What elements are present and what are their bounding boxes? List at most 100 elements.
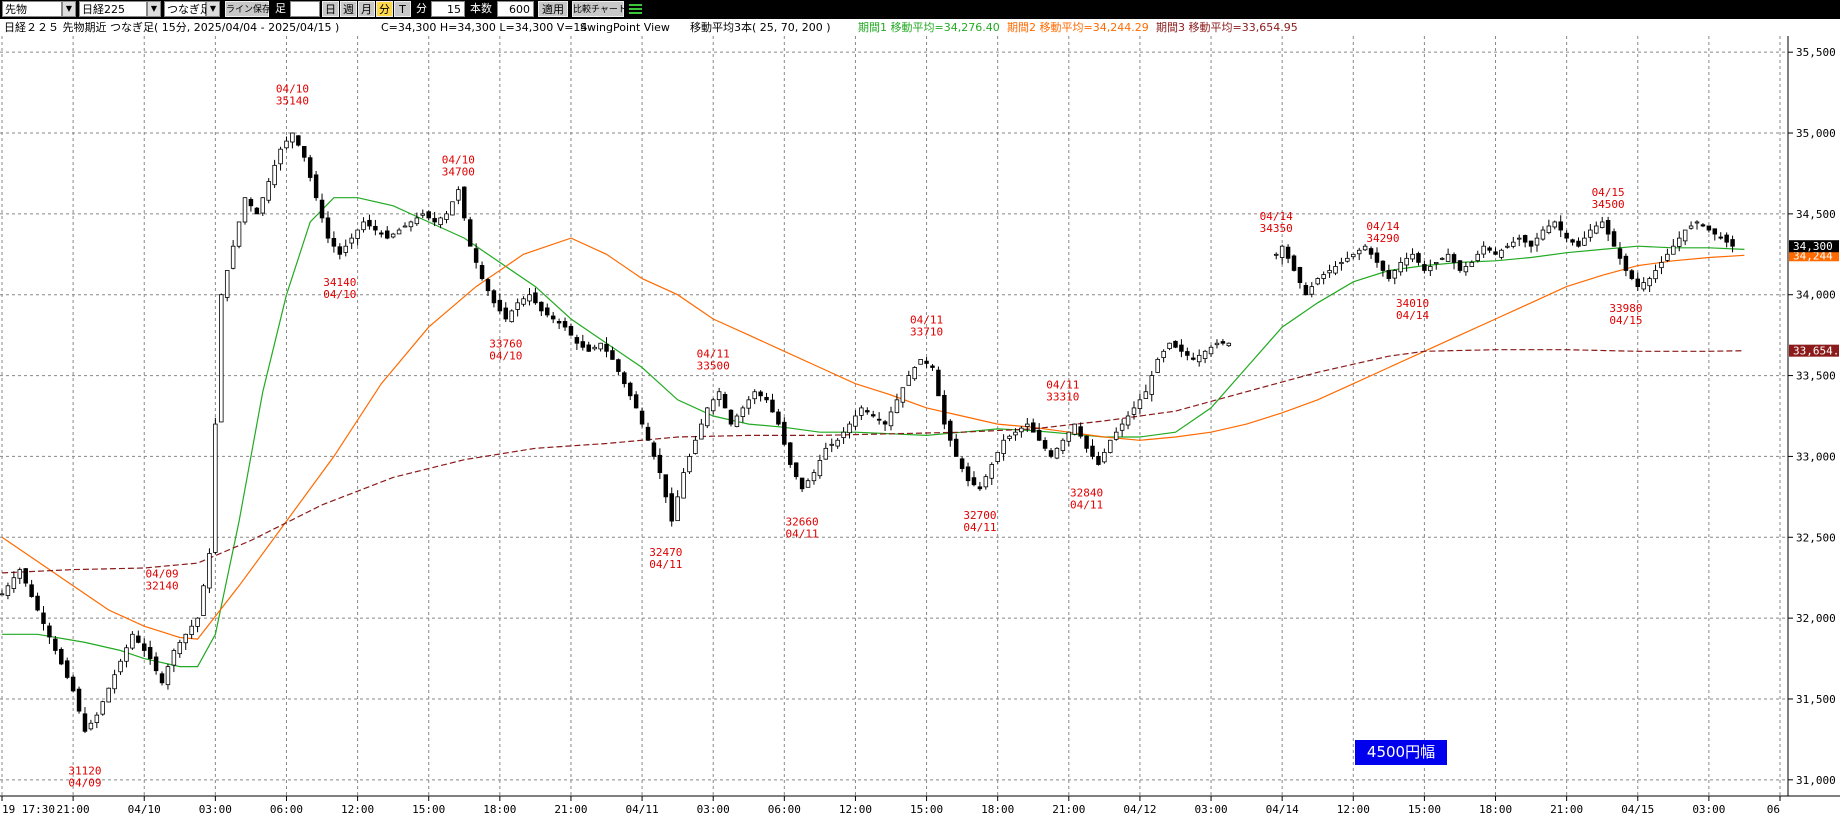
candle-body: [53, 638, 58, 651]
contract-dropdown-icon[interactable]: ▼: [206, 1, 220, 17]
symbol-dropdown-icon[interactable]: ▼: [147, 1, 161, 17]
candle-body: [266, 181, 271, 201]
swing-label-high: 33500: [697, 360, 730, 373]
x-tick-label: 04/12: [1123, 803, 1156, 816]
swing-label-low: 32840: [1070, 486, 1103, 499]
candle-body: [983, 476, 989, 488]
candle-body: [1718, 236, 1723, 239]
candle-body: [331, 237, 337, 247]
candle-body: [94, 714, 100, 723]
candle-body: [1078, 426, 1083, 437]
tf-month-button[interactable]: 月: [358, 1, 375, 17]
swing-label-low: 32470: [649, 546, 682, 559]
candle-body: [1540, 229, 1546, 240]
candle-body: [1025, 423, 1030, 427]
y-tick-label: 32,500: [1796, 531, 1836, 544]
candle-body: [1007, 435, 1012, 439]
candle-body: [1428, 266, 1433, 272]
layers-icon[interactable]: [628, 1, 644, 17]
candle-body: [349, 237, 354, 244]
candle-body: [616, 359, 621, 372]
symbol-select[interactable]: 日経225: [79, 1, 147, 17]
tf-day-button[interactable]: 日: [322, 1, 339, 17]
candle-body: [1196, 354, 1202, 363]
tf-week-button[interactable]: 週: [340, 1, 357, 17]
candle-body: [1629, 270, 1635, 279]
x-tick-label: 21:00: [554, 803, 587, 816]
candle-body: [1031, 422, 1036, 433]
count-input[interactable]: 600: [497, 1, 534, 17]
market-select[interactable]: 先物: [2, 1, 62, 17]
candle-body: [1434, 261, 1439, 265]
swing-label-high: 04/15: [1592, 186, 1625, 199]
candle-body: [746, 399, 751, 409]
tf-tick-button[interactable]: T: [394, 1, 411, 17]
candle-body: [959, 458, 965, 469]
swing-label-low: 31120: [68, 764, 101, 777]
candle-body: [1659, 261, 1664, 269]
x-tick-label: 04/11: [626, 803, 659, 816]
minute-input[interactable]: 15: [431, 1, 465, 17]
candle-body: [224, 270, 230, 298]
x-tick-label: 06:00: [768, 803, 801, 816]
x-tick-label: 04/15: [1621, 803, 1654, 816]
candle-body: [396, 229, 402, 235]
candle-body: [479, 265, 485, 279]
candle-body: [361, 221, 366, 231]
y-tick-label: 34,500: [1796, 208, 1836, 221]
candle-body: [47, 625, 52, 638]
ma1-readout: 期間1 移動平均=34,276.40: [858, 21, 1000, 34]
candle-body: [1048, 450, 1054, 457]
candle-body: [1582, 237, 1587, 246]
candle-body: [1131, 407, 1137, 415]
candle-body: [1060, 439, 1066, 451]
candle-body: [1528, 240, 1534, 247]
swing-label-low: 04/11: [1070, 498, 1103, 511]
candle-body: [1143, 391, 1149, 399]
candle-body: [539, 301, 544, 312]
price-chart[interactable]: 3112004/0904/093214004/10351403414004/10…: [0, 36, 1840, 825]
candle-body: [23, 568, 28, 584]
candle-body: [379, 232, 384, 235]
candle-body: [136, 635, 141, 643]
candle-body: [467, 219, 473, 247]
swing-label-low: 34010: [1396, 297, 1429, 310]
candle-body: [189, 625, 194, 635]
compare-chart-button[interactable]: 比較チャート: [572, 1, 627, 17]
candle-body: [1321, 274, 1326, 279]
candle-body: [1706, 225, 1712, 231]
candle-body: [829, 443, 834, 446]
swing-label-low: 32700: [963, 509, 996, 522]
x-tick-label: 06:00: [270, 803, 303, 816]
line-save-button[interactable]: ライン保存: [225, 1, 271, 17]
candle-body: [118, 660, 123, 673]
candle-body: [918, 359, 923, 365]
contract-select[interactable]: つなぎ足: [164, 1, 211, 17]
candle-body: [82, 713, 88, 732]
foot-count-field[interactable]: [290, 1, 320, 17]
candle-body: [1096, 456, 1101, 465]
candle-body: [1481, 245, 1486, 255]
candle-body: [1333, 266, 1338, 274]
y-tick-label: 31,000: [1796, 774, 1836, 787]
x-tick-label: 12:00: [341, 803, 374, 816]
candle-body: [1712, 228, 1718, 235]
swing-label-low: 04/10: [323, 288, 356, 301]
candle-body: [29, 584, 34, 597]
toolbar: 先物 ▼ 日経225 ▼ つなぎ足 ▼ ライン保存 足 日 週 月 分 T 分 …: [0, 0, 1840, 19]
apply-button[interactable]: 適用: [538, 1, 568, 17]
market-dropdown-icon[interactable]: ▼: [62, 1, 76, 17]
candle-body: [1054, 447, 1060, 459]
ma-marker-0-label: 34,244: [1793, 249, 1833, 262]
tf-minute-button[interactable]: 分: [376, 1, 393, 17]
x-tick-label: 04/14: [1266, 803, 1299, 816]
candle-body: [924, 360, 929, 364]
foot-label: 足: [275, 2, 286, 15]
candle-body: [319, 199, 325, 219]
swing-label-high: 32140: [145, 579, 178, 592]
candle-body: [64, 660, 70, 678]
candle-body: [894, 399, 900, 414]
swing-label-low: 33980: [1609, 302, 1642, 315]
candle-body: [930, 365, 935, 368]
candle-body: [76, 688, 82, 712]
